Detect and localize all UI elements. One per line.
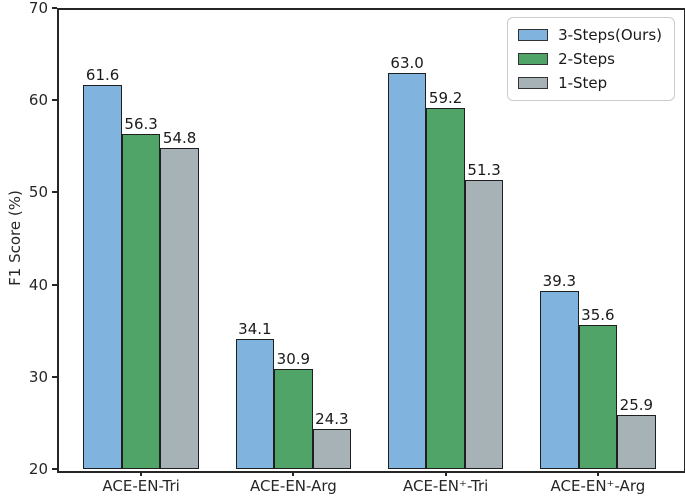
legend-color-patch: [518, 53, 549, 65]
legend-label: 1-Step: [558, 74, 608, 92]
x-tick-mark: [292, 471, 295, 476]
y-tick-label: 60: [28, 91, 48, 110]
y-tick-label: 30: [28, 367, 48, 386]
bar-value-label: 61.6: [85, 66, 120, 85]
bar-value-label: 59.2: [428, 88, 463, 107]
bar-1-Step-ACE-EN-Arg: [312, 429, 352, 469]
legend-entry: 3-Steps(Ours): [518, 26, 662, 44]
y-tick-mark: [52, 7, 57, 9]
y-axis-label: F1 Score (%): [6, 190, 24, 286]
bar-value-label: 39.3: [542, 272, 577, 291]
bar-value-label: 24.3: [315, 410, 349, 429]
x-tick-label: ACE-EN-Tri: [102, 477, 180, 495]
y-tick-mark: [52, 375, 57, 378]
y-tick-mark: [52, 99, 57, 102]
bar-value-label: 54.8: [162, 129, 197, 148]
legend-entry: 2-Steps: [518, 50, 662, 68]
bar-3-Steps(Ours)-ACE-EN⁺-Tri: [387, 72, 427, 469]
bar-3-Steps(Ours)-ACE-EN-Arg: [235, 338, 275, 469]
bar-3-Steps(Ours)-ACE-EN⁺-Arg: [540, 291, 579, 469]
y-tick-label: 50: [28, 183, 48, 202]
bar-value-label: 51.3: [467, 161, 501, 180]
bar-3-Steps(Ours)-ACE-EN-Tri: [83, 85, 122, 469]
legend-color-patch: [518, 77, 549, 89]
bar-value-label: 63.0: [390, 53, 424, 72]
y-tick-label: 70: [28, 0, 48, 17]
bar-1-Step-ACE-EN-Tri: [160, 148, 199, 469]
y-tick-mark: [52, 191, 57, 194]
x-tick-label: ACE-EN⁺-Arg: [550, 477, 646, 495]
y-tick-mark: [52, 283, 57, 286]
bar-value-label: 25.9: [619, 395, 654, 414]
legend: 3-Steps(Ours) 2-Steps 1-Step: [507, 17, 675, 101]
x-tick-mark: [444, 471, 447, 476]
x-tick-mark: [596, 471, 599, 476]
y-tick-mark: [52, 468, 57, 470]
x-tick-label: ACE-EN-Arg: [249, 477, 337, 495]
y-tick-label: 40: [28, 275, 48, 294]
bar-1-Step-ACE-EN⁺-Tri: [464, 180, 504, 469]
legend-label: 3-Steps(Ours): [558, 26, 662, 44]
bar-value-label: 34.1: [238, 319, 272, 338]
bar-2-Steps-ACE-EN-Tri: [121, 134, 161, 469]
legend-entry: 1-Step: [518, 74, 662, 92]
y-tick-label: 20: [28, 460, 48, 478]
x-tick-label: ACE-EN⁺-Tri: [402, 477, 489, 495]
bar-value-label: 35.6: [581, 306, 615, 325]
bar-value-label: 30.9: [276, 349, 311, 368]
x-tick-mark: [140, 471, 143, 476]
bar-2-Steps-ACE-EN⁺-Arg: [578, 325, 618, 469]
bar-2-Steps-ACE-EN⁺-Tri: [426, 107, 465, 469]
bar-value-label: 56.3: [124, 115, 158, 134]
legend-color-patch: [518, 29, 549, 41]
bar-2-Steps-ACE-EN-Arg: [274, 368, 313, 469]
legend-label: 2-Steps: [558, 50, 615, 68]
bar-1-Step-ACE-EN⁺-Arg: [617, 414, 656, 469]
